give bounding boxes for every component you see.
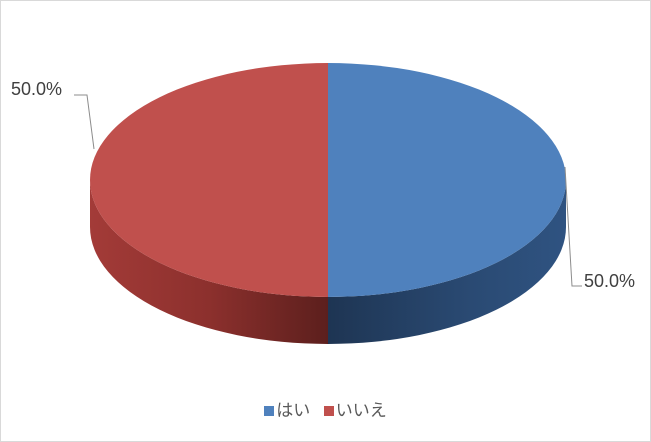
legend-label-hai: はい [276,401,311,421]
pie-slice-iie [90,63,328,297]
data-label-iie: 50.0% [11,79,62,99]
legend-swatch-hai [264,406,275,416]
pie-slice-hai [328,63,566,297]
pie-slice-side-iie [90,180,328,344]
legend-label-iie: いいえ [335,401,387,421]
legend-item-hai: はい [264,400,310,422]
leader-line-hai [564,166,582,287]
leader-line-iie [74,94,95,150]
data-label-hai: 50.0% [584,271,635,291]
legend-swatch-iie [323,406,334,416]
chart-legend: はい いいえ [1,400,650,422]
pie-slice-side-hai [328,180,566,344]
legend-item-iie: いいえ [323,400,387,422]
